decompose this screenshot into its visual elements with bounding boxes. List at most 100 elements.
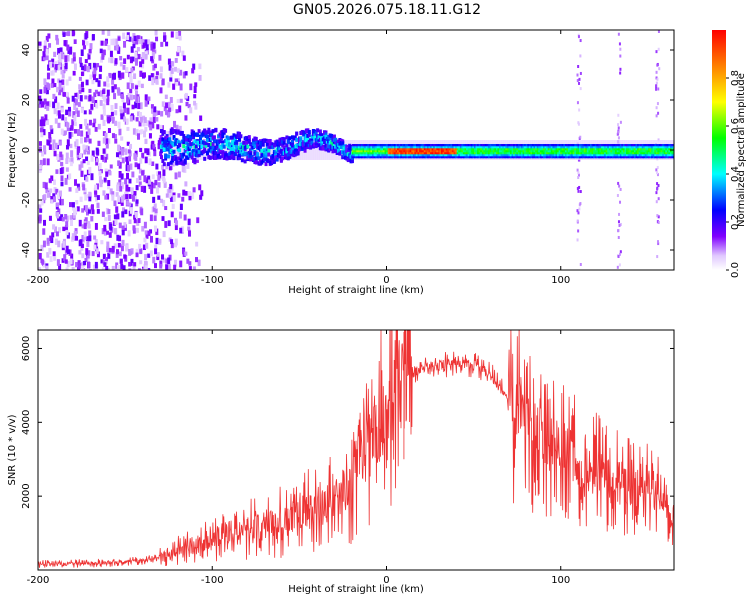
- heatmap-carrier-cell: [574, 152, 577, 155]
- heatmap-noise-cell: [87, 209, 91, 214]
- heatmap-carrier-cell: [579, 156, 582, 159]
- heatmap-carrier-cell: [372, 148, 375, 151]
- heatmap-noise-cell: [198, 184, 202, 191]
- heatmap-carrier-cell: [486, 152, 489, 155]
- heatmap-carrier-cell: [663, 154, 666, 157]
- heatmap-noise-cell: [106, 94, 110, 102]
- heatmap-noise-cell: [85, 236, 89, 241]
- heatmap-streak-cell: [619, 252, 622, 256]
- heatmap-noise-cell: [118, 161, 122, 169]
- heatmap-noise-cell: [161, 78, 165, 86]
- heatmap-carrier-cell: [585, 154, 588, 157]
- heatmap-spread-cell: [231, 150, 235, 155]
- heatmap-carrier-cell: [378, 146, 381, 149]
- heatmap-spread-cell: [286, 147, 290, 152]
- heatmap-noise-cell: [153, 215, 157, 221]
- heatmap-carrier-cell: [564, 144, 568, 147]
- heatmap-carrier-cell: [383, 150, 386, 153]
- heatmap-noise-cell: [159, 73, 163, 79]
- heatmap-carrier-cell: [500, 154, 503, 157]
- heatmap-noise-cell: [94, 195, 98, 202]
- heatmap-noise-cell: [86, 135, 90, 142]
- heatmap-carrier-cell: [638, 150, 641, 153]
- heatmap-carrier-cell: [560, 154, 563, 157]
- heatmap-noise-cell: [77, 260, 81, 266]
- heatmap-noise-cell: [179, 69, 183, 76]
- heatmap-noise-cell: [149, 236, 153, 243]
- heatmap-carrier-cell: [441, 150, 444, 153]
- heatmap-noise-cell: [58, 263, 62, 270]
- heatmap-carrier-cell: [401, 148, 405, 151]
- heatmap-noise-cell: [67, 106, 71, 112]
- heatmap-carrier-cell: [621, 156, 624, 159]
- heatmap-carrier-cell: [480, 148, 483, 151]
- heatmap-carrier-cell: [580, 154, 583, 157]
- heatmap-noise-cell: [139, 260, 143, 265]
- heatmap-carrier-cell: [652, 144, 655, 147]
- heatmap-carrier-cell: [392, 148, 395, 151]
- heatmap-noise-cell: [133, 214, 137, 220]
- heatmap-carrier-cell: [616, 146, 619, 149]
- heatmap-carrier-cell: [619, 148, 623, 151]
- heatmap-carrier-cell: [494, 148, 497, 151]
- heatmap-carrier-cell: [365, 150, 368, 153]
- heatmap-noise-cell: [168, 64, 172, 71]
- heatmap-noise-cell: [43, 145, 47, 152]
- heatmap-noise-cell: [134, 211, 138, 218]
- heatmap-carrier-cell: [591, 148, 594, 151]
- heatmap-noise-cell: [61, 258, 65, 263]
- heatmap-noise-cell: [117, 144, 121, 152]
- heatmap-carrier-cell: [535, 146, 538, 149]
- heatmap-noise-cell: [129, 56, 133, 64]
- heatmap-noise-cell: [133, 262, 137, 267]
- heatmap-carrier-cell: [425, 154, 428, 157]
- heatmap-carrier-cell: [594, 148, 597, 151]
- heatmap-carrier-cell: [605, 156, 608, 159]
- heatmap-carrier-cell: [569, 152, 572, 155]
- heatmap-carrier-cell: [466, 154, 469, 157]
- heatmap-carrier-cell: [538, 150, 541, 153]
- heatmap-carrier-cell: [638, 154, 641, 157]
- heatmap-carrier-cell: [525, 156, 528, 159]
- heatmap-carrier-cell: [619, 152, 623, 155]
- heatmap-noise-cell: [69, 143, 73, 149]
- heatmap-spread-cell: [212, 139, 216, 144]
- heatmap-noise-cell: [131, 38, 135, 43]
- heatmap-carrier-cell: [368, 148, 372, 151]
- heatmap-carrier-cell: [356, 148, 359, 151]
- heatmap-carrier-cell: [535, 154, 538, 157]
- heatmap-carrier-cell: [502, 156, 505, 159]
- heatmap-noise-cell: [132, 94, 136, 100]
- heatmap-spread-cell: [211, 142, 215, 147]
- heatmap-spread-cell: [182, 134, 186, 139]
- heatmap-carrier-cell: [367, 152, 370, 155]
- heatmap-noise-cell: [87, 250, 91, 256]
- heatmap-carrier-cell: [506, 154, 510, 157]
- heatmap-carrier-cell: [458, 152, 461, 155]
- heatmap-noise-cell: [39, 208, 43, 213]
- heatmap-carrier-cell: [508, 148, 511, 151]
- heatmap-noise-cell: [125, 190, 129, 197]
- heatmap-carrier-cell: [593, 144, 596, 147]
- heatmap-noise-cell: [70, 132, 74, 137]
- heatmap-noise-cell: [174, 242, 178, 248]
- heatmap-noise-cell: [144, 260, 148, 268]
- heatmap-streak-cell: [657, 197, 660, 201]
- heatmap-carrier-cell: [580, 146, 583, 149]
- heatmap-noise-cell: [56, 102, 60, 110]
- heatmap-carrier-cell: [549, 152, 552, 155]
- heatmap-noise-cell: [60, 70, 64, 75]
- heatmap-carrier-cell: [467, 154, 470, 157]
- heatmap-carrier-cell: [641, 156, 644, 159]
- heatmap-carrier-cell: [616, 156, 619, 159]
- heatmap-spread-cell: [339, 145, 343, 150]
- heatmap-carrier-cell: [384, 148, 387, 151]
- heatmap-carrier-cell: [575, 150, 579, 153]
- heatmap-carrier-cell: [373, 156, 376, 159]
- heatmap-carrier-cell: [516, 148, 519, 151]
- heatmap-carrier-cell: [442, 152, 445, 155]
- heatmap-streak-cell: [656, 182, 659, 186]
- heatmap-carrier-cell: [633, 150, 637, 153]
- heatmap-carrier-cell: [561, 156, 564, 159]
- heatmap-spread-cell: [324, 134, 328, 139]
